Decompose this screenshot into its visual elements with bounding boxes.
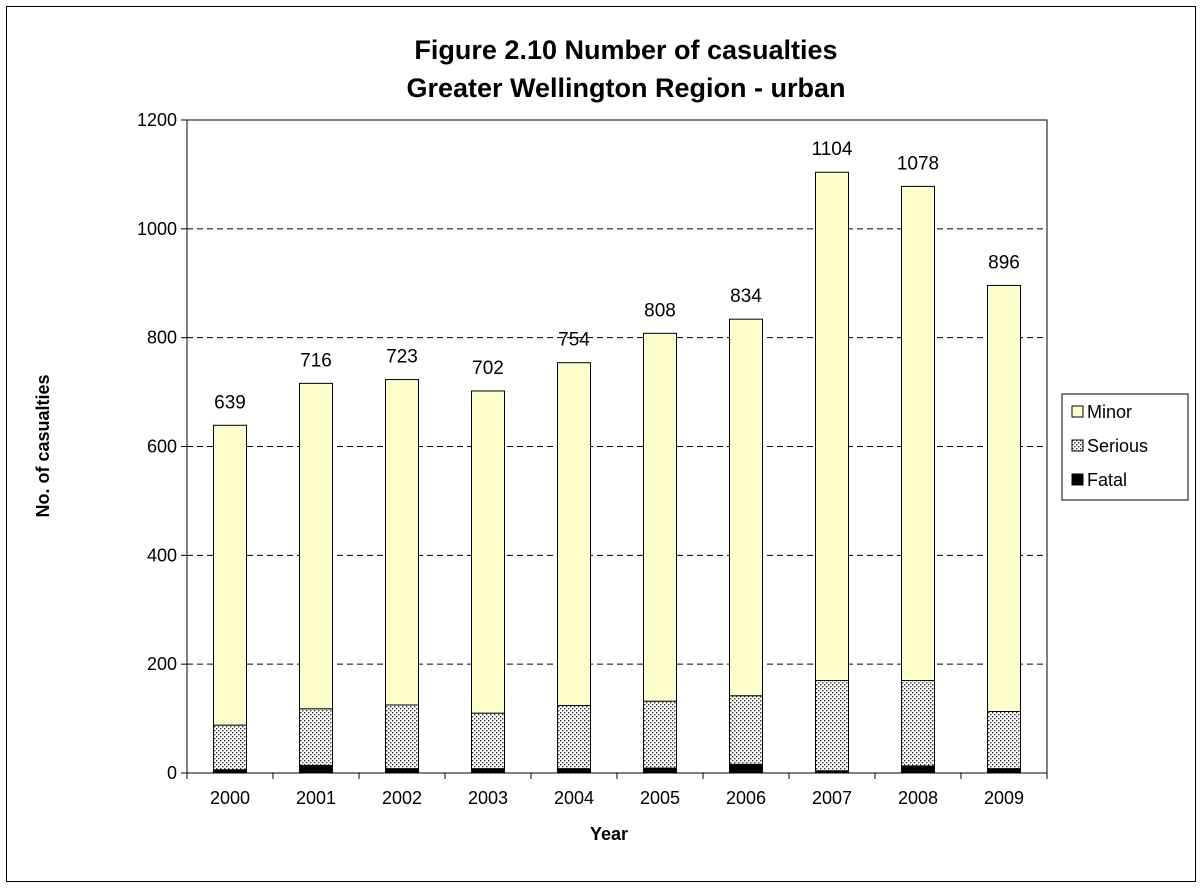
bar-segment-minor-2009 [987,284,1021,713]
total-label-2007: 1104 [812,139,853,160]
bar-segment-fatal-2003 [471,768,505,774]
bar-segment-fatal-2001 [299,764,333,774]
total-label-2002: 723 [386,347,418,368]
total-label-2005: 808 [644,300,676,321]
bar-segment-serious-2005 [643,700,677,769]
x-tick-label-2006: 2006 [726,788,766,808]
y-axis-ticks: 0 200 400 600 800 1000 1200 [137,110,187,783]
legend-label-fatal: Fatal [1087,470,1127,490]
legend: Minor Serious Fatal [1061,393,1189,501]
chart-subtitle: Greater Wellington Region - urban [406,73,845,103]
x-tick-label-2007: 2007 [812,788,852,808]
bar-segment-serious-2007 [815,679,849,772]
y-tick-label: 0 [167,763,177,783]
x-tick-label-2004: 2004 [554,788,594,808]
x-axis-ticks: 2000 2001 2002 2003 2004 2005 2006 2007 2008 2009 [186,773,1048,808]
legend-swatch-serious [1071,439,1084,452]
y-tick-label: 600 [147,437,177,457]
y-tick-label: 1000 [137,219,177,239]
bar-segment-fatal-2008 [901,765,935,774]
y-tick-label: 200 [147,654,177,674]
bar-segment-minor-2002 [385,379,419,706]
bar-segment-serious-2004 [557,705,591,770]
bar-segment-serious-2002 [385,704,419,770]
bar-segment-serious-2001 [299,708,333,766]
x-axis-title: Year [590,824,628,844]
total-label-2001: 716 [300,350,332,371]
bar-segment-fatal-2009 [987,768,1021,774]
x-tick-label-2005: 2005 [640,788,680,808]
legend-label-minor: Minor [1087,402,1132,422]
x-tick-label-2003: 2003 [468,788,508,808]
bar-segment-fatal-2002 [385,768,419,774]
bar-segment-minor-2008 [901,185,935,681]
bar-segment-minor-2005 [643,332,677,702]
total-label-2008: 1078 [897,153,939,174]
total-label-2004: 754 [558,330,590,351]
legend-swatch-minor [1071,405,1084,418]
x-tick-label-2009: 2009 [984,788,1024,808]
total-label-2003: 702 [472,358,504,379]
legend-label-serious: Serious [1087,436,1148,456]
legend-swatch-fatal [1071,473,1084,486]
chart-title: Figure 2.10 Number of casualties [414,35,837,65]
bar-segment-fatal-2004 [557,768,591,774]
bar-segment-serious-2000 [213,724,247,771]
bar-segment-serious-2008 [901,679,935,767]
bar-segment-minor-2000 [213,424,247,726]
bar-segment-minor-2004 [557,362,591,707]
y-tick-label: 800 [147,328,177,348]
bar-segment-fatal-2006 [729,763,763,774]
y-axis-title: No. of casualties [33,374,53,517]
bars [213,171,1021,774]
x-tick-label-2000: 2000 [210,788,250,808]
x-tick-label-2002: 2002 [382,788,422,808]
bar-segment-serious-2009 [987,711,1021,770]
total-label-2009: 896 [988,252,1020,273]
y-tick-label: 400 [147,545,177,565]
total-label-2000: 639 [214,392,246,413]
x-tick-label-2008: 2008 [898,788,938,808]
total-label-2006: 834 [730,286,762,307]
bar-segment-serious-2006 [729,695,763,765]
bar-segment-minor-2003 [471,390,505,714]
bar-segment-minor-2001 [299,382,333,710]
bar-segment-minor-2006 [729,318,763,697]
bar-segment-fatal-2005 [643,767,677,774]
total-labels: 639 716 723 702 754 808 834 1104 1078 896 [214,139,1020,413]
y-tick-label: 1200 [137,110,177,130]
x-tick-label-2001: 2001 [296,788,336,808]
bar-segment-serious-2003 [471,712,505,770]
bar-segment-minor-2007 [815,171,849,681]
